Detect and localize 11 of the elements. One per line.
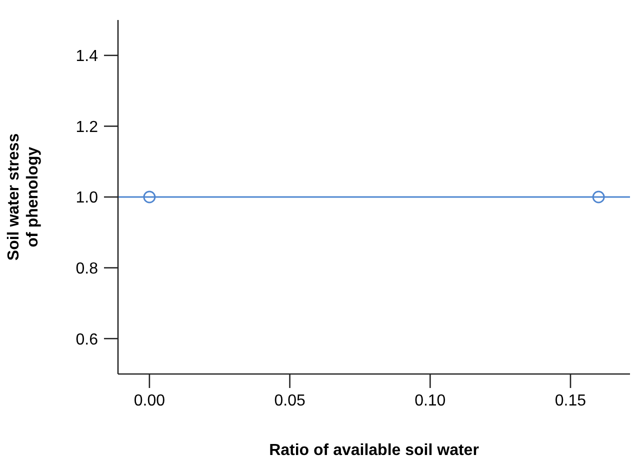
x-tick-label: 0.10 [414,392,446,410]
x-tick-label: 0.15 [554,392,586,410]
y-tick-label: 1.4 [76,48,98,66]
y-axis-title: Soil water stress of phenology [6,133,42,261]
y-tick-label: 0.8 [76,260,98,278]
x-tick-label: 0.00 [134,392,166,410]
y-tick-label: 0.6 [76,331,98,348]
y-tick-label: 1.0 [76,190,98,207]
x-axis-title: Ratio of available soil water [269,442,479,457]
y-tick-label: 1.2 [76,118,98,136]
x-tick-label: 0.05 [274,392,306,410]
